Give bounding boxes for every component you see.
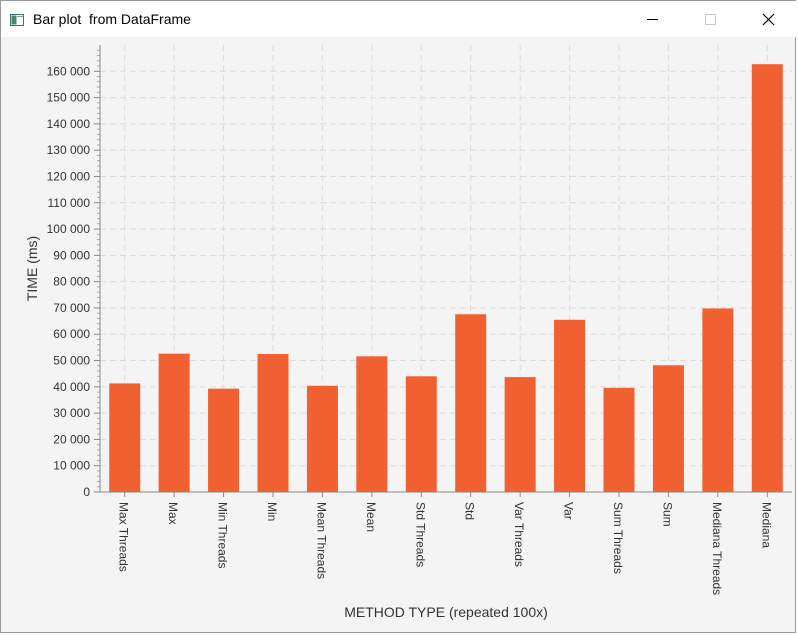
bar: [554, 319, 586, 492]
window-title: Bar plot from DataFrame: [33, 11, 191, 27]
axes: [94, 45, 792, 497]
y-tick-label: 20 000: [53, 432, 90, 446]
x-axis-title: METHOD TYPE (repeated 100x): [344, 604, 548, 620]
y-tick-label: 100 000: [47, 222, 91, 236]
bar: [208, 388, 240, 492]
y-tick-label: 0: [83, 485, 90, 499]
x-tick-label: Max: [166, 502, 180, 525]
close-button[interactable]: [740, 1, 798, 37]
x-tick-label: Var Threads: [512, 502, 526, 567]
x-tick-label: Sum: [660, 502, 674, 527]
tick-labels: 0 10 000 20 000 30 000 40 000 50 000 60 000 70 …: [47, 64, 774, 595]
bar: [751, 64, 783, 492]
bar: [306, 385, 338, 492]
y-tick-label: 130 000: [47, 143, 91, 157]
x-tick-label: Mean: [364, 502, 378, 532]
bar-chart: 0 10 000 20 000 30 000 40 000 50 000 60 000 70 …: [24, 45, 792, 620]
y-tick-label: 80 000: [53, 275, 90, 289]
y-tick-label: 40 000: [53, 380, 90, 394]
y-tick-label: 60 000: [53, 327, 90, 341]
title-bar[interactable]: Bar plot from DataFrame: [1, 1, 797, 37]
x-tick-label: Var: [562, 502, 576, 520]
maximize-icon: [705, 14, 716, 25]
maximize-button[interactable]: [682, 1, 740, 37]
y-tick-label: 90 000: [53, 248, 90, 262]
y-tick-label: 160 000: [47, 64, 91, 78]
y-tick-label: 10 000: [53, 459, 90, 473]
bar: [257, 353, 289, 492]
bar: [652, 365, 684, 492]
y-tick-label: 140 000: [47, 117, 91, 131]
bar: [504, 377, 536, 492]
y-tick-label: 50 000: [53, 354, 90, 368]
x-tick-label: Min Threads: [216, 502, 230, 568]
y-tick-label: 150 000: [47, 91, 91, 105]
x-tick-label: Min: [265, 502, 279, 521]
bar: [702, 308, 734, 492]
bar: [405, 376, 437, 492]
bar: [158, 353, 190, 492]
x-tick-label: Max Threads: [117, 502, 131, 572]
bar: [455, 314, 487, 492]
y-tick-label: 110 000: [48, 196, 91, 210]
bar: [603, 387, 635, 492]
x-tick-label: Std Threads: [413, 502, 427, 567]
x-tick-label: Mediana Threads: [710, 502, 724, 595]
grid-lines: [100, 45, 792, 492]
bar: [109, 383, 141, 492]
y-axis-title: TIME (ms): [24, 236, 40, 301]
y-tick-label: 70 000: [53, 301, 90, 315]
y-tick-label: 30 000: [53, 406, 90, 420]
chart-area: 0 10 000 20 000 30 000 40 000 50 000 60 000 70 …: [1, 37, 797, 634]
close-icon: [762, 13, 775, 26]
minimize-button[interactable]: [624, 1, 682, 37]
java-window-icon: [10, 13, 24, 26]
y-tick-label: 120 000: [47, 169, 91, 183]
x-tick-label: Mediana: [759, 502, 773, 548]
bars: [109, 64, 783, 492]
x-tick-label: Sum Threads: [611, 502, 625, 574]
bar: [356, 356, 388, 492]
x-tick-label: Std: [463, 502, 477, 520]
x-tick-label: Mean Threads: [314, 502, 328, 579]
minimize-icon: [647, 19, 658, 20]
